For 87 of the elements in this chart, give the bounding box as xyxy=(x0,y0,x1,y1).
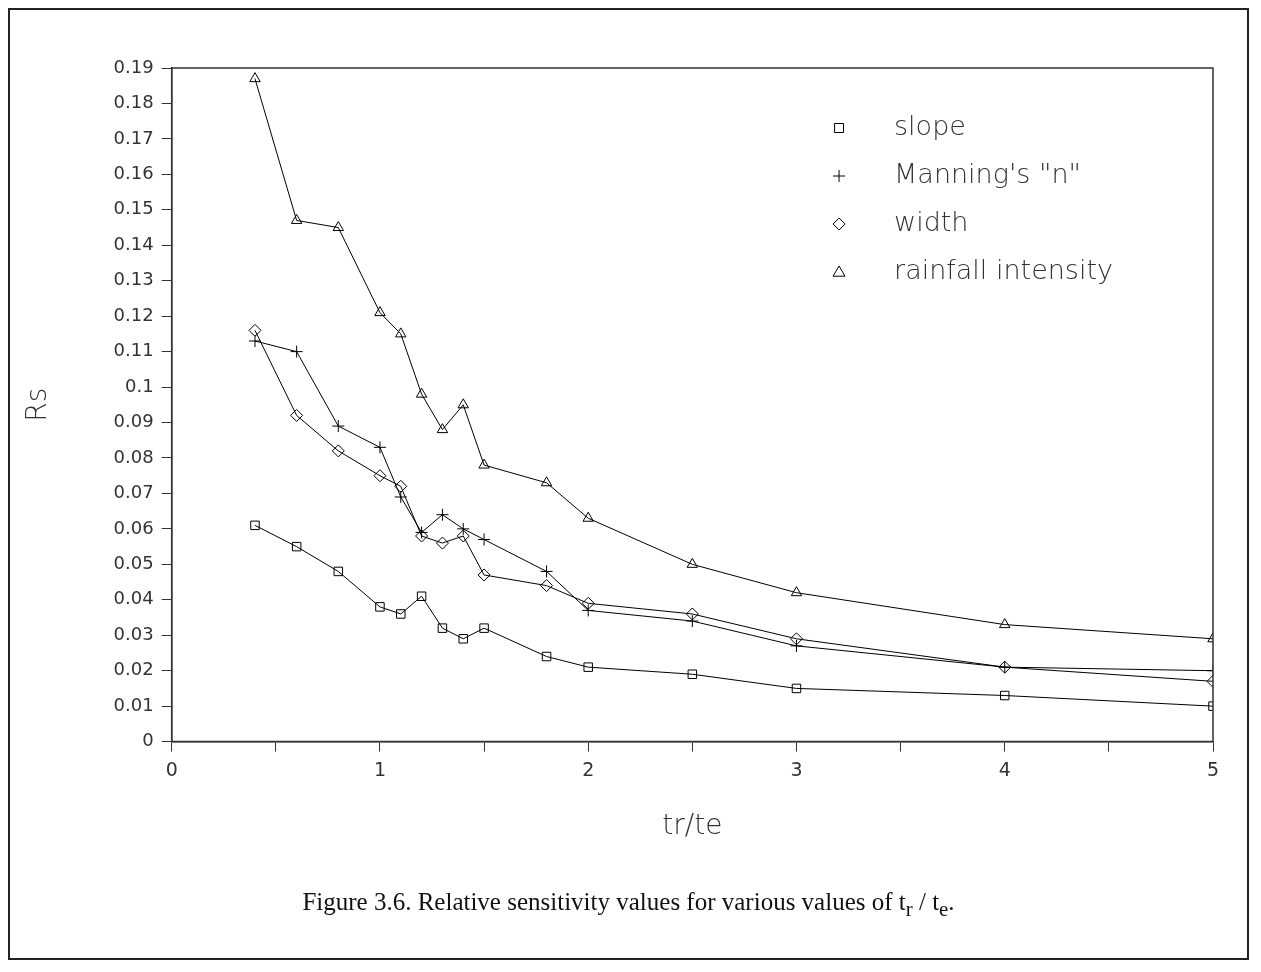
point xyxy=(540,476,553,487)
legend-label: Manning's "n" xyxy=(894,158,1081,190)
point xyxy=(540,564,554,578)
legend-label: rainfall intensity xyxy=(894,254,1113,286)
point xyxy=(685,614,699,628)
point xyxy=(332,221,344,232)
point xyxy=(477,533,491,547)
point xyxy=(373,440,387,454)
point xyxy=(331,419,345,433)
point xyxy=(456,522,470,536)
point xyxy=(582,511,594,522)
point xyxy=(290,345,304,359)
point xyxy=(415,387,428,398)
y-tick-label: 0.1 xyxy=(125,374,154,396)
y-tick-label: 0.18 xyxy=(113,91,154,113)
point xyxy=(248,323,262,337)
x-tick-label: 4 xyxy=(998,757,1011,780)
y-tick-label: 0.15 xyxy=(113,197,154,219)
point xyxy=(331,444,345,458)
point xyxy=(686,557,699,568)
point xyxy=(290,213,303,224)
x-tick-label: 1 xyxy=(373,757,386,780)
y-tick-label: 0.11 xyxy=(113,339,154,361)
point xyxy=(416,591,427,601)
point xyxy=(790,586,803,597)
point xyxy=(457,398,469,409)
point xyxy=(248,334,262,348)
y-tick-label: 0.17 xyxy=(113,126,154,148)
point xyxy=(333,566,344,577)
point xyxy=(541,651,552,662)
point xyxy=(687,669,698,679)
y-tick-label: 0.06 xyxy=(113,516,154,538)
legend-label: width xyxy=(894,206,969,238)
point xyxy=(540,579,554,593)
point xyxy=(394,479,408,493)
point xyxy=(290,408,304,422)
point xyxy=(999,690,1010,701)
y-tick-label: 0.08 xyxy=(113,445,154,467)
point xyxy=(478,458,490,469)
point xyxy=(394,490,408,504)
x-tick-label: 2 xyxy=(582,757,595,780)
point xyxy=(789,639,803,653)
point xyxy=(291,541,302,552)
point xyxy=(249,72,261,83)
point xyxy=(437,623,448,633)
point xyxy=(791,683,802,694)
y-tick-label: 0.12 xyxy=(113,303,154,325)
point xyxy=(458,634,468,644)
y-tick-label: 0.01 xyxy=(113,693,154,715)
x-tick-label: 0 xyxy=(165,757,178,780)
y-tick-label: 0.14 xyxy=(113,232,154,254)
point xyxy=(435,508,449,522)
point xyxy=(456,529,470,543)
point xyxy=(250,520,260,531)
x-axis-title: tr/te xyxy=(662,808,723,842)
y-tick-label: 0.05 xyxy=(113,552,154,574)
point xyxy=(435,536,449,550)
point xyxy=(479,623,489,633)
point xyxy=(436,423,449,434)
y-tick-label: 0.19 xyxy=(113,55,154,77)
y-tick-label: 0.09 xyxy=(113,410,154,432)
x-tick-label: 3 xyxy=(790,757,803,780)
point xyxy=(375,602,385,612)
point xyxy=(415,529,429,543)
point xyxy=(685,607,699,621)
y-tick-label: 0.04 xyxy=(113,587,154,609)
caption: Figure 3.6. Relative sensitivity values for various values of t$_{r}$ / t$_{e}$. xyxy=(301,888,956,922)
point xyxy=(581,603,595,617)
point xyxy=(477,568,491,582)
y-tick-label: 0.07 xyxy=(113,481,154,503)
point xyxy=(395,327,407,338)
point xyxy=(374,306,386,317)
x-tick-label: 5 xyxy=(1206,757,1220,780)
point xyxy=(373,469,387,483)
point xyxy=(789,632,803,646)
point xyxy=(396,609,406,619)
point xyxy=(583,662,593,672)
point xyxy=(581,596,595,610)
y-tick-label: 0.03 xyxy=(113,622,154,644)
y-tick-label: 0.13 xyxy=(113,268,154,290)
legend-label: slope xyxy=(894,110,966,142)
point xyxy=(999,618,1011,629)
point xyxy=(415,525,429,539)
y-tick-label: 0 xyxy=(142,729,154,751)
y-tick-label: 0.16 xyxy=(113,162,154,184)
y-tick-label: 0.02 xyxy=(113,658,154,680)
y-axis-title: Rs xyxy=(20,387,54,422)
